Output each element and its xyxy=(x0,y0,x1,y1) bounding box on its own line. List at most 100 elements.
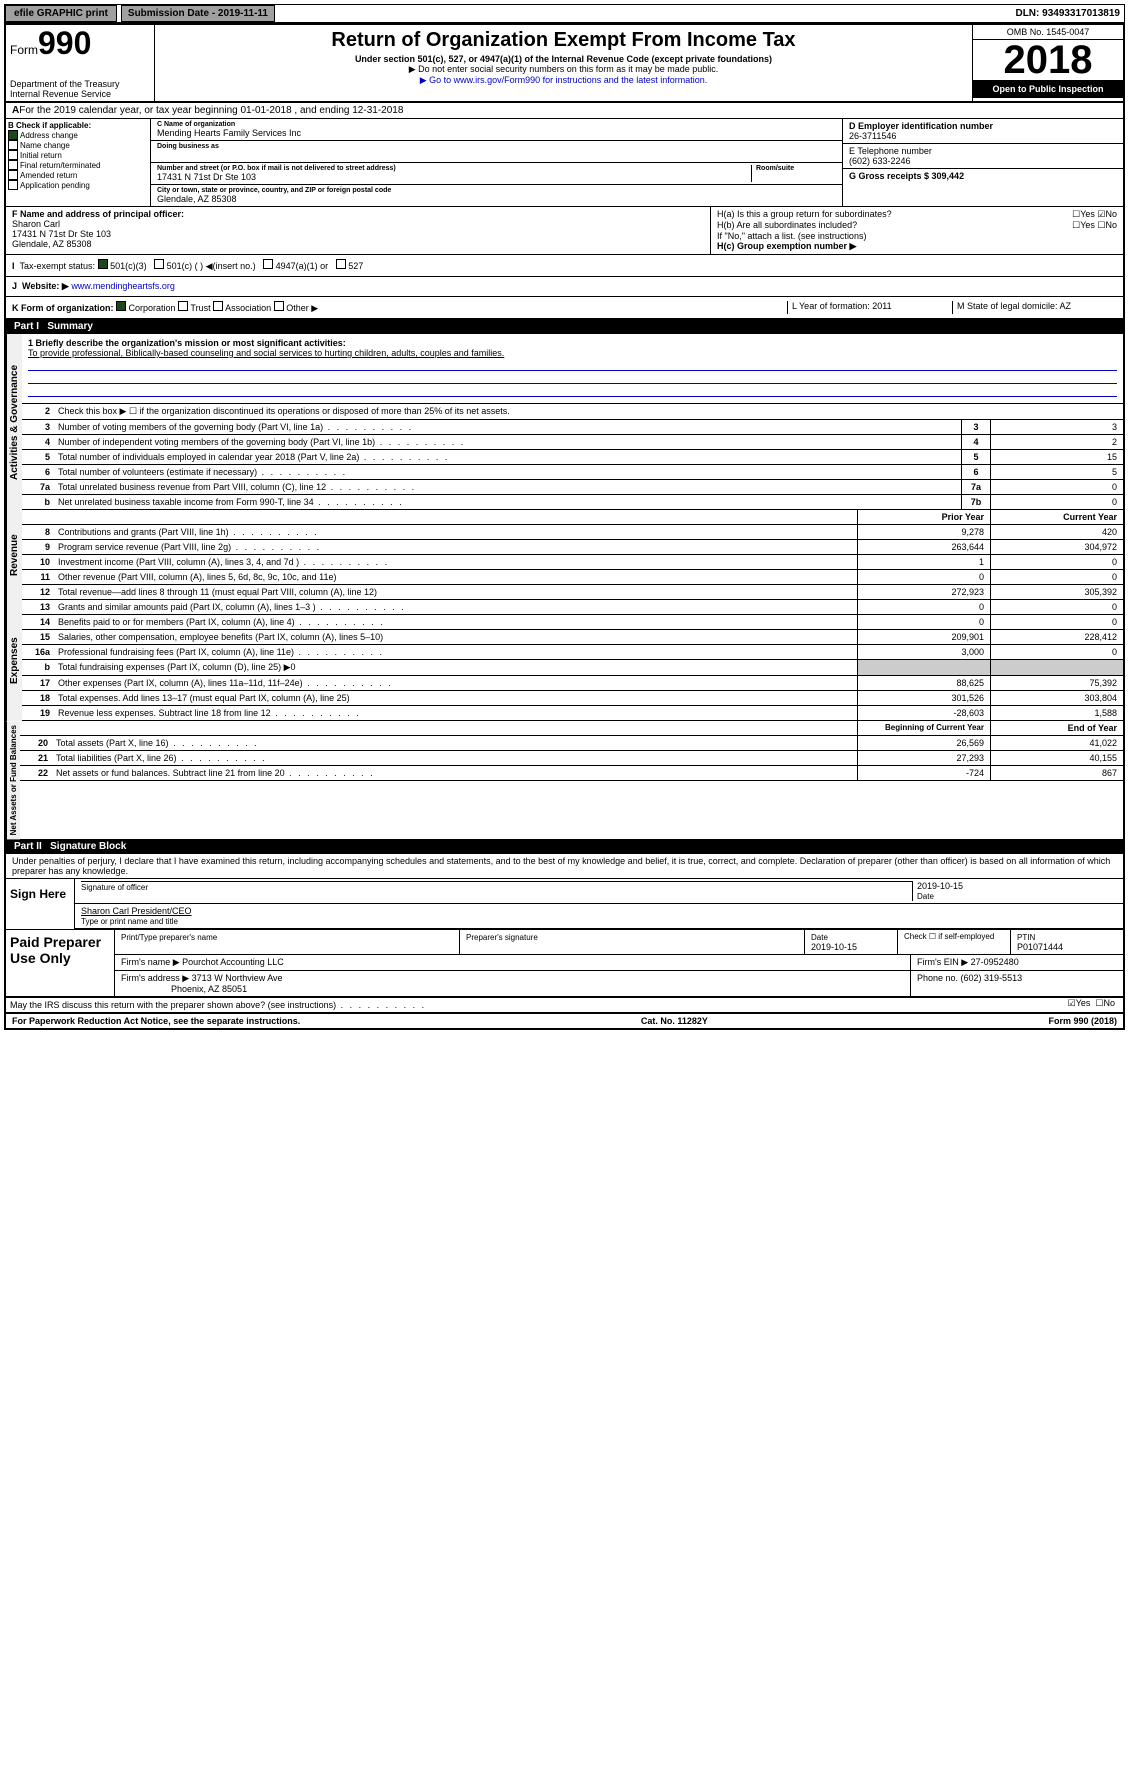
checkbox-address-change[interactable] xyxy=(8,130,18,140)
box-b-title: B Check if applicable: xyxy=(8,121,148,130)
l19-text: Revenue less expenses. Subtract line 18 … xyxy=(54,706,857,720)
line-j: J Website: ▶ www.mendingheartsfs.org xyxy=(6,277,1123,297)
l12-p: 272,923 xyxy=(857,585,990,599)
l8-text: Contributions and grants (Part VIII, lin… xyxy=(54,525,857,539)
line-a-text: For the 2019 calendar year, or tax year … xyxy=(19,105,403,116)
website-link[interactable]: www.mendingheartsfs.org xyxy=(71,281,175,291)
gross-receipts: G Gross receipts $ 309,442 xyxy=(849,171,964,181)
l18-p: 301,526 xyxy=(857,691,990,705)
l3-box: 3 xyxy=(961,420,990,434)
checkbox-name-change[interactable] xyxy=(8,140,18,150)
phone-label: E Telephone number xyxy=(849,146,932,156)
part-ii-title: Signature Block xyxy=(50,841,126,852)
cb-501c[interactable] xyxy=(154,259,164,269)
l18-c: 303,804 xyxy=(990,691,1123,705)
open-inspection: Open to Public Inspection xyxy=(973,80,1123,98)
sig-name-label: Type or print name and title xyxy=(81,917,178,926)
paid-print-label: Print/Type preparer's name xyxy=(121,933,217,942)
mission-text: To provide professional, Biblically-base… xyxy=(28,348,504,358)
l20-p: 26,569 xyxy=(857,736,990,750)
l7b-text: Net unrelated business taxable income fr… xyxy=(54,495,961,509)
rev-tab: Revenue xyxy=(6,510,22,600)
officer-name: Sharon Carl xyxy=(12,219,60,229)
dln: DLN: 93493317013819 xyxy=(1015,8,1124,19)
l16a-c: 0 xyxy=(990,645,1123,659)
l22-c: 867 xyxy=(990,766,1123,780)
l2-text: Check this box ▶ ☐ if the organization d… xyxy=(54,404,1123,419)
l17-p: 88,625 xyxy=(857,676,990,690)
netassets-section: Net Assets or Fund Balances Beginning of… xyxy=(6,721,1123,839)
cb-4947[interactable] xyxy=(263,259,273,269)
l9-c: 304,972 xyxy=(990,540,1123,554)
header-center: Return of Organization Exempt From Incom… xyxy=(155,25,972,101)
section-fh: F Name and address of principal officer:… xyxy=(6,207,1123,255)
cb-trust[interactable] xyxy=(178,301,188,311)
l4-text: Number of independent voting members of … xyxy=(54,435,961,449)
l19-c: 1,588 xyxy=(990,706,1123,720)
submission-date: Submission Date - 2019-11-11 xyxy=(121,5,275,22)
l20-c: 41,022 xyxy=(990,736,1123,750)
efile-button[interactable]: efile GRAPHIC print xyxy=(5,5,117,22)
box-h: H(a) Is this a group return for subordin… xyxy=(711,207,1123,254)
ha-text: H(a) Is this a group return for subordin… xyxy=(717,209,892,220)
revenue-section: Revenue Prior YearCurrent Year 8Contribu… xyxy=(6,510,1123,600)
cb-other[interactable] xyxy=(274,301,284,311)
line-m: M State of legal domicile: AZ xyxy=(952,301,1117,314)
l21-text: Total liabilities (Part X, line 26) xyxy=(52,751,857,765)
paid-preparer-block: Paid Preparer Use Only Print/Type prepar… xyxy=(6,930,1123,998)
ein-label: D Employer identification number xyxy=(849,121,993,131)
firm-phone: Phone no. (602) 319-5513 xyxy=(911,971,1123,996)
l16b-text: Total fundraising expenses (Part IX, col… xyxy=(54,660,857,675)
footer-right: Form 990 (2018) xyxy=(1048,1016,1117,1026)
k-label: K Form of organization: xyxy=(12,303,114,313)
footer-center: Cat. No. 11282Y xyxy=(641,1016,708,1026)
firm-name-label: Firm's name ▶ xyxy=(121,957,180,967)
l9-p: 263,644 xyxy=(857,540,990,554)
l6-val: 5 xyxy=(990,465,1123,479)
sign-here: Sign Here xyxy=(6,879,75,929)
l11-p: 0 xyxy=(857,570,990,584)
firm-city: Phoenix, AZ 85051 xyxy=(171,984,247,994)
na-tab: Net Assets or Fund Balances xyxy=(6,721,20,839)
header-right: OMB No. 1545-0047 2018 Open to Public In… xyxy=(972,25,1123,101)
cb-label-4: Amended return xyxy=(20,171,77,180)
cb-501c3[interactable] xyxy=(98,259,108,269)
l7a-box: 7a xyxy=(961,480,990,494)
cb-label-1: Name change xyxy=(20,141,70,150)
sig-name: Sharon Carl President/CEO xyxy=(81,906,192,916)
l5-text: Total number of individuals employed in … xyxy=(54,450,961,464)
cb-corp[interactable] xyxy=(116,301,126,311)
l16a-p: 3,000 xyxy=(857,645,990,659)
firm-addr-label: Firm's address ▶ xyxy=(121,973,189,983)
cb-assoc[interactable] xyxy=(213,301,223,311)
line-i: I Tax-exempt status: 501(c)(3) 501(c) ( … xyxy=(6,255,1123,277)
cb-label-5: Application pending xyxy=(20,181,90,190)
form-header: Form990 Department of the Treasury Inter… xyxy=(6,25,1123,103)
k-other: Other ▶ xyxy=(286,303,318,313)
goto-link[interactable]: ▶ Go to www.irs.gov/Form990 for instruct… xyxy=(420,75,708,85)
cb-label-2: Initial return xyxy=(20,151,62,160)
checkbox-final[interactable] xyxy=(8,160,18,170)
checkbox-initial[interactable] xyxy=(8,150,18,160)
checkbox-amended[interactable] xyxy=(8,170,18,180)
website-label: Website: ▶ xyxy=(22,281,69,291)
checkbox-pending[interactable] xyxy=(8,180,18,190)
form-label: Form xyxy=(10,43,38,57)
addr-label: Number and street (or P.O. box if mail i… xyxy=(157,165,751,172)
k-corp: Corporation xyxy=(129,303,176,313)
l17-text: Other expenses (Part IX, column (A), lin… xyxy=(54,676,857,690)
hdr-beg: Beginning of Current Year xyxy=(857,721,990,735)
cb-527[interactable] xyxy=(336,259,346,269)
hdr-prior: Prior Year xyxy=(857,510,990,524)
l22-p: -724 xyxy=(857,766,990,780)
l21-c: 40,155 xyxy=(990,751,1123,765)
gov-tab: Activities & Governance xyxy=(6,334,22,510)
l15-c: 228,412 xyxy=(990,630,1123,644)
l6-box: 6 xyxy=(961,465,990,479)
l4-val: 2 xyxy=(990,435,1123,449)
discuss-no: No xyxy=(1103,998,1115,1008)
hdr-curr: Current Year xyxy=(990,510,1123,524)
exp-tab: Expenses xyxy=(6,600,22,721)
footer: For Paperwork Reduction Act Notice, see … xyxy=(6,1014,1123,1028)
tax-status-label: Tax-exempt status: xyxy=(20,261,96,271)
